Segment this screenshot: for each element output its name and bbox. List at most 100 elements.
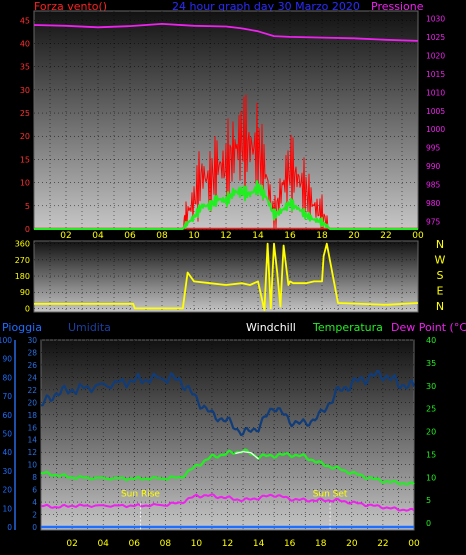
temperature-series: Sun Rise Sun Set (40, 369, 416, 530)
pressure-line (33, 22, 419, 42)
x-tick-label: 22 (377, 539, 388, 549)
pressure-tick-label: 1020 (426, 51, 445, 60)
humidity-tick-label: 28 (27, 348, 37, 357)
x-tick-label: 06 (124, 231, 136, 241)
x-tick-label: 14 (252, 231, 264, 241)
rain-tick-label: 20 (2, 486, 12, 495)
humidity-tick-label: 4 (32, 498, 37, 507)
rain-tick-label: 90 (2, 355, 12, 364)
pressure-tick-label: 995 (426, 144, 441, 153)
temperature-axis-ticks: 0246810121416182022242628300102030405060… (0, 336, 436, 549)
x-tick-label: 18 (315, 539, 327, 549)
temp-tick-label: 35 (426, 359, 436, 368)
x-tick-label: 16 (284, 539, 296, 549)
rain-tick-label: 70 (2, 392, 12, 401)
rain-tick-label: 50 (2, 430, 12, 439)
rain-tick-label: 80 (2, 373, 12, 382)
direction-tick-label: 180 (15, 272, 30, 281)
sunset-label: Sun Set (313, 490, 348, 500)
humidity-tick-label: 10 (27, 461, 37, 470)
humidity-tick-label: 6 (32, 486, 37, 495)
x-tick-label: 04 (92, 231, 104, 241)
x-tick-label: 04 (97, 539, 109, 549)
humidity-tick-label: 24 (27, 373, 37, 382)
legend-dewpoint: Dew Point (°C) (391, 321, 466, 334)
x-tick-label: 08 (160, 539, 172, 549)
pressure-tick-label: 985 (426, 181, 441, 190)
humidity-tick-label: 12 (27, 448, 37, 457)
temp-tick-label: 10 (426, 473, 436, 482)
temp-tick-label: 25 (426, 405, 436, 414)
legend-temperature: Temperatura (312, 321, 383, 334)
direction-tick-label: 270 (15, 256, 30, 265)
temperature-plot-area (40, 339, 415, 531)
humidity-tick-label: 0 (32, 523, 37, 532)
compass-letter: N (436, 238, 444, 251)
rain-tick-label: 100 (0, 336, 12, 345)
humidity-tick-label: 22 (27, 386, 37, 395)
compass-letter: N (436, 300, 444, 313)
wind-tick-label: 30 (20, 86, 30, 95)
pressure-tick-label: 1025 (426, 33, 445, 42)
pressure-tick-label: 1000 (426, 125, 445, 134)
humidity-tick-label: 16 (27, 423, 37, 432)
x-tick-label: 12 (220, 231, 231, 241)
legend-rain: Pioggia (2, 321, 42, 334)
wind-tick-label: 0 (25, 225, 30, 234)
x-tick-label: 10 (191, 539, 203, 549)
humidity-tick-label: 26 (27, 361, 37, 370)
temp-tick-label: 0 (426, 519, 431, 528)
humidity-tick-label: 18 (27, 411, 37, 420)
temp-tick-label: 15 (426, 450, 436, 459)
humidity-tick-label: 2 (32, 511, 37, 520)
legend-humidity: Umidita (68, 321, 111, 334)
wind-axis-title: Forza vento() (34, 0, 107, 13)
sunrise-label: Sun Rise (121, 490, 160, 500)
x-tick-label: 18 (316, 231, 328, 241)
x-tick-label: 14 (253, 539, 265, 549)
compass-letter: S (437, 269, 444, 282)
temp-tick-label: 20 (426, 428, 436, 437)
x-tick-label: 16 (284, 231, 296, 241)
windchill-line (235, 451, 259, 460)
rain-tick-label: 40 (2, 448, 12, 457)
compass-letter: E (437, 285, 444, 298)
wind-tick-label: 45 (20, 16, 30, 25)
x-tick-label: 00 (412, 231, 424, 241)
x-tick-label: 00 (408, 539, 420, 549)
temp-tick-label: 5 (426, 496, 431, 505)
direction-tick-label: 90 (20, 288, 30, 297)
legend-windchill: Windchill (246, 321, 296, 334)
temp-tick-label: 40 (426, 336, 436, 345)
pressure-tick-label: 1010 (426, 88, 445, 97)
wind-pressure-grid (34, 11, 418, 230)
x-tick-label: 08 (156, 231, 168, 241)
x-tick-label: 10 (188, 231, 200, 241)
wind-pressure-series (33, 22, 419, 230)
rain-tick-label: 0 (7, 523, 12, 532)
temp-tick-label: 30 (426, 382, 436, 391)
temperature-line (40, 448, 415, 486)
humidity-line (40, 369, 416, 437)
direction-plot-area (33, 240, 419, 313)
x-tick-label: 20 (348, 231, 360, 241)
rain-tick-label: 10 (2, 504, 12, 513)
pressure-tick-label: 975 (426, 218, 441, 227)
wind-tick-label: 20 (20, 132, 30, 141)
rain-tick-label: 60 (2, 411, 12, 420)
pressure-axis-title: Pressione (371, 0, 424, 13)
x-tick-label: 12 (222, 539, 233, 549)
direction-grid (34, 241, 418, 312)
wind-tick-label: 25 (20, 109, 30, 118)
direction-series (34, 242, 419, 312)
humidity-tick-label: 8 (32, 473, 37, 482)
humidity-tick-label: 30 (27, 336, 37, 345)
direction-line (34, 242, 419, 312)
avg-wind-line (34, 180, 418, 230)
humidity-tick-label: 14 (27, 436, 37, 445)
pressure-tick-label: 980 (426, 199, 441, 208)
x-tick-label: 06 (129, 539, 141, 549)
compass-letter: W (435, 254, 446, 267)
